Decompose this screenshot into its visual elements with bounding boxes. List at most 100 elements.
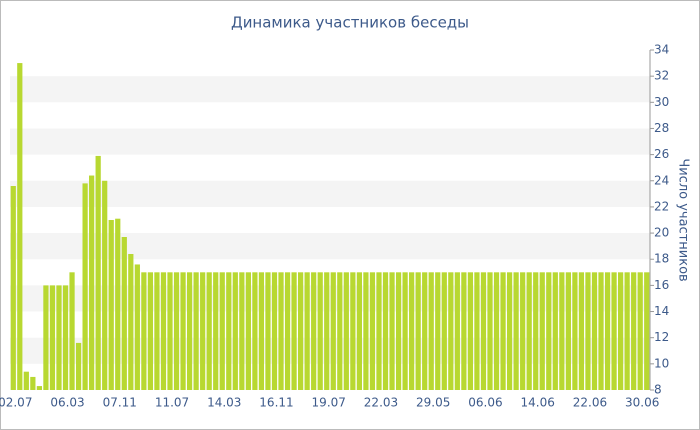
bar [382, 272, 389, 390]
x-tick-label: 16.11 [259, 396, 293, 410]
bar [17, 63, 23, 390]
y-tick-label: 10 [654, 356, 669, 370]
x-tick-label: 06.06 [468, 396, 502, 410]
bar [226, 272, 232, 390]
bar [415, 272, 421, 390]
x-tick-label: 06.03 [50, 396, 84, 410]
bar [82, 183, 88, 390]
bar [186, 272, 193, 390]
bar [95, 155, 101, 390]
bar [644, 272, 650, 390]
bar [343, 272, 349, 390]
bar [624, 272, 630, 390]
bar [278, 272, 284, 390]
bar [69, 272, 75, 390]
bar [585, 272, 591, 390]
bar [513, 272, 519, 390]
bar [10, 186, 16, 390]
y-tick-label: 18 [654, 252, 669, 266]
bar [409, 272, 415, 390]
bar [330, 272, 336, 390]
bar [89, 175, 95, 390]
bar [304, 272, 310, 390]
grid-band [10, 128, 650, 155]
bar [311, 272, 317, 390]
bar [552, 272, 558, 390]
x-tick-label: 29.05 [416, 396, 450, 410]
bar [108, 220, 114, 390]
x-tick-label: 19.07 [312, 396, 346, 410]
bar [219, 272, 225, 390]
bar [317, 272, 323, 390]
bar [258, 272, 265, 390]
y-tick-label: 8 [654, 383, 662, 397]
bar [213, 272, 219, 390]
bar [539, 272, 545, 390]
bar [389, 272, 395, 390]
x-tick-label: 11.07 [155, 396, 189, 410]
bar [493, 272, 500, 390]
bar [356, 272, 362, 390]
bar [291, 272, 297, 390]
bar [200, 272, 206, 390]
bar [461, 272, 467, 390]
y-tick-label: 28 [654, 121, 669, 135]
y-tick-label: 14 [654, 304, 669, 318]
bar [631, 272, 637, 390]
y-axis-label: Число участников [676, 158, 691, 281]
bar [637, 272, 643, 390]
bar [395, 272, 402, 390]
bar [284, 272, 291, 390]
bar [252, 272, 258, 390]
bar [611, 272, 617, 390]
bar [115, 218, 121, 390]
y-tick-label: 34 [654, 43, 669, 57]
bar [232, 272, 238, 390]
bar [193, 272, 199, 390]
bar [62, 285, 69, 390]
bar [474, 272, 480, 390]
bar [141, 272, 147, 390]
bar [500, 272, 506, 390]
bar [435, 272, 441, 390]
bar [43, 285, 49, 390]
bar [160, 272, 167, 390]
bar [49, 285, 56, 390]
bar [147, 272, 154, 390]
grid-band [10, 180, 650, 207]
bar [363, 272, 369, 390]
y-tick-label: 12 [654, 330, 669, 344]
y-tick-label: 32 [654, 69, 669, 83]
bar [526, 272, 532, 390]
bar [565, 272, 571, 390]
bar [428, 272, 434, 390]
bar [572, 272, 578, 390]
bar [167, 272, 173, 390]
bar [23, 371, 29, 390]
x-tick-label: 02.07 [0, 396, 32, 410]
bar [102, 180, 108, 390]
y-tick-label: 26 [654, 147, 669, 161]
bar [441, 272, 447, 390]
bar [180, 272, 186, 390]
x-tick-label: 07.11 [103, 396, 137, 410]
bar [520, 272, 526, 390]
bar [533, 272, 539, 390]
bar [546, 272, 552, 390]
bar [337, 272, 343, 390]
bar [487, 272, 493, 390]
x-tick-label: 30.06 [625, 396, 659, 410]
x-tick-label: 14.03 [207, 396, 241, 410]
bar [128, 254, 134, 390]
bar [598, 272, 604, 390]
bar [206, 272, 212, 390]
bar [376, 272, 382, 390]
bar [134, 264, 140, 390]
y-tick-label: 20 [654, 226, 669, 240]
bar [56, 285, 62, 390]
x-tick-label: 22.06 [573, 396, 607, 410]
bar [36, 386, 42, 390]
bar [618, 272, 624, 390]
y-tick-label: 24 [654, 173, 669, 187]
